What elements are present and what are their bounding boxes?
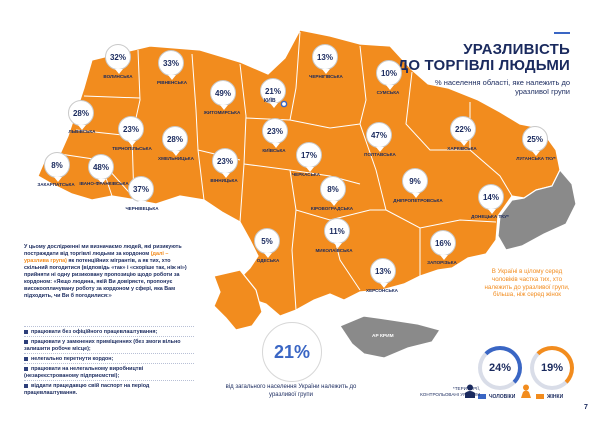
region-name-label: ХАРКІВСЬКА: [447, 146, 477, 151]
crimea: [339, 315, 441, 359]
region-value-bubble: 9%: [402, 168, 428, 198]
bullet-square-icon: [24, 339, 28, 344]
bullet-square-icon: [24, 356, 28, 361]
women-legend-label: ЖІНКИ: [547, 394, 564, 400]
region-value-bubble: 33%: [158, 50, 184, 80]
region-value-bubble: 23%: [118, 116, 144, 146]
region-name-label: ЗАПОРІЗЬКА: [427, 260, 457, 265]
region-name-label: ВІННИЦЬКА: [210, 178, 238, 183]
gender-comparison-text: В Україні в цілому серед чоловіків частк…: [484, 268, 570, 299]
kyiv-marker: [280, 100, 288, 108]
region-value-bubble: 23%: [212, 148, 238, 178]
region-name-label: ПОЛТАВСЬКА: [364, 152, 396, 157]
info-text: У цьому дослідженні ми визначаємо людей,…: [24, 244, 192, 300]
region-value-bubble: 21%: [260, 78, 286, 108]
overall-caption: від загального населення України належит…: [225, 384, 357, 398]
region-value-bubble: 22%: [450, 116, 476, 146]
region-value-bubble: 49%: [210, 80, 236, 110]
region-name-label: ЗАКАРПАТСЬКА: [37, 182, 75, 187]
bullet-item: нелегально перетнути кордон;: [24, 353, 194, 363]
region-value-bubble: 10%: [376, 60, 402, 90]
region-name-label: ХМЕЛЬНИЦЬКА: [158, 156, 194, 161]
women-ring: 19%: [530, 346, 574, 390]
region-value-bubble: 5%: [254, 228, 280, 258]
region-value-bubble: 28%: [162, 126, 188, 156]
title-accent: [554, 32, 570, 34]
women-value: 19%: [540, 362, 564, 374]
region-value-bubble: 48%: [88, 154, 114, 184]
info-text-highlight: (далі – уразлива група): [24, 251, 169, 264]
region-name-label: ХЕРСОНСЬКА: [366, 288, 398, 293]
region-value-bubble: 32%: [105, 44, 131, 74]
men-legend-swatch: [478, 394, 486, 399]
region-value-bubble: 25%: [522, 126, 548, 156]
region-value-bubble: 14%: [478, 184, 504, 214]
region-name-label: ДНІПРОПЕТРОВСЬКА: [393, 198, 443, 203]
men-ring: 24%: [478, 346, 522, 390]
page-subtitle: % населення області, яке належить до ура…: [434, 78, 570, 96]
territories-note: *ТЕРИТОРІЇ, КОНТРОЛЬОВАНІ УРЯДОМ: [420, 386, 480, 397]
page-number: 7: [584, 404, 588, 411]
region-name-label: КИЇВСЬКА: [262, 148, 286, 153]
men-legend-label: ЧОЛОВІКИ: [489, 394, 516, 400]
man-icon: [465, 384, 475, 398]
bullet-item: працювати без офіційного працевлаштуванн…: [24, 326, 194, 336]
region-name-label: ЧЕРНІВЕЦЬКА: [125, 206, 159, 211]
region-name-label: ЧЕРНІГІВСЬКА: [309, 74, 343, 79]
uncontrolled-territory: [497, 168, 577, 251]
info-text-a: У цьому дослідженні ми визначаємо людей,…: [24, 244, 182, 257]
region-name-label: ЖИТОМИРСЬКА: [203, 110, 241, 115]
women-legend-swatch: [536, 394, 544, 399]
bullet-item: віддати працедавцю свій паспорт на періо…: [24, 380, 194, 397]
region-value-bubble: 8%: [320, 176, 346, 206]
bullet-square-icon: [24, 383, 28, 388]
bullet-square-icon: [24, 329, 28, 334]
crimea-label: АР КРИМ: [372, 334, 394, 339]
region-value-bubble: 28%: [68, 100, 94, 130]
region-name-label: ІВАНО-ФРАНКІВСЬКА: [79, 181, 129, 186]
overall-value-circle: 21%: [262, 322, 322, 382]
region-name-label: КИЇВ: [264, 98, 276, 104]
region-value-bubble: 11%: [324, 218, 350, 248]
region-name-label: ЛЬВІВСЬКА: [68, 129, 96, 134]
page-title: УРАЗЛИВІСТЬ ДО ТОРГІВЛІ ЛЮДЬМИ: [397, 42, 570, 74]
title-line-2: ДО ТОРГІВЛІ ЛЮДЬМИ: [397, 57, 570, 74]
region-name-label: ДОНЕЦЬКА ТКУ*: [471, 214, 509, 219]
region-value-bubble: 23%: [262, 118, 288, 148]
woman-icon: [521, 384, 531, 398]
region-name-label: ОДЕСЬКА: [256, 258, 280, 263]
region-value-bubble: 17%: [296, 142, 322, 172]
bullet-item: працювати у замкнених приміщеннях (без з…: [24, 336, 194, 353]
men-value: 24%: [488, 362, 512, 374]
region-name-label: МИКОЛАЇВСЬКА: [315, 248, 353, 253]
region-name-label: ТЕРНОПІЛЬСЬКА: [112, 146, 152, 151]
region-name-label: ВОЛИНСЬКА: [103, 74, 133, 79]
region-value-bubble: 16%: [430, 230, 456, 260]
bullet-square-icon: [24, 366, 28, 371]
info-text-b: як потенційних мігрантів, а як тих, хто …: [24, 258, 187, 299]
region-name-label: СУМСЬКА: [376, 90, 400, 95]
region-name-label: ЛУГАНСЬКА ТКУ*: [516, 156, 556, 161]
bullet-item: працювати на нелегальному виробництві (н…: [24, 363, 194, 380]
title-line-1: УРАЗЛИВІСТЬ: [463, 41, 570, 58]
region-value-bubble: 13%: [312, 44, 338, 74]
odesa-strip: [213, 269, 263, 331]
region-value-bubble: 37%: [128, 176, 154, 206]
overall-value: 21%: [273, 341, 311, 362]
region-name-label: ЧЕРКАСЬКА: [291, 172, 321, 177]
region-value-bubble: 13%: [370, 258, 396, 288]
region-name-label: КІРОВОГРАДСЬКА: [310, 206, 354, 211]
region-value-bubble: 47%: [366, 122, 392, 152]
region-name-label: РІВНЕНСЬКА: [156, 80, 188, 85]
region-value-bubble: 8%: [44, 152, 70, 182]
